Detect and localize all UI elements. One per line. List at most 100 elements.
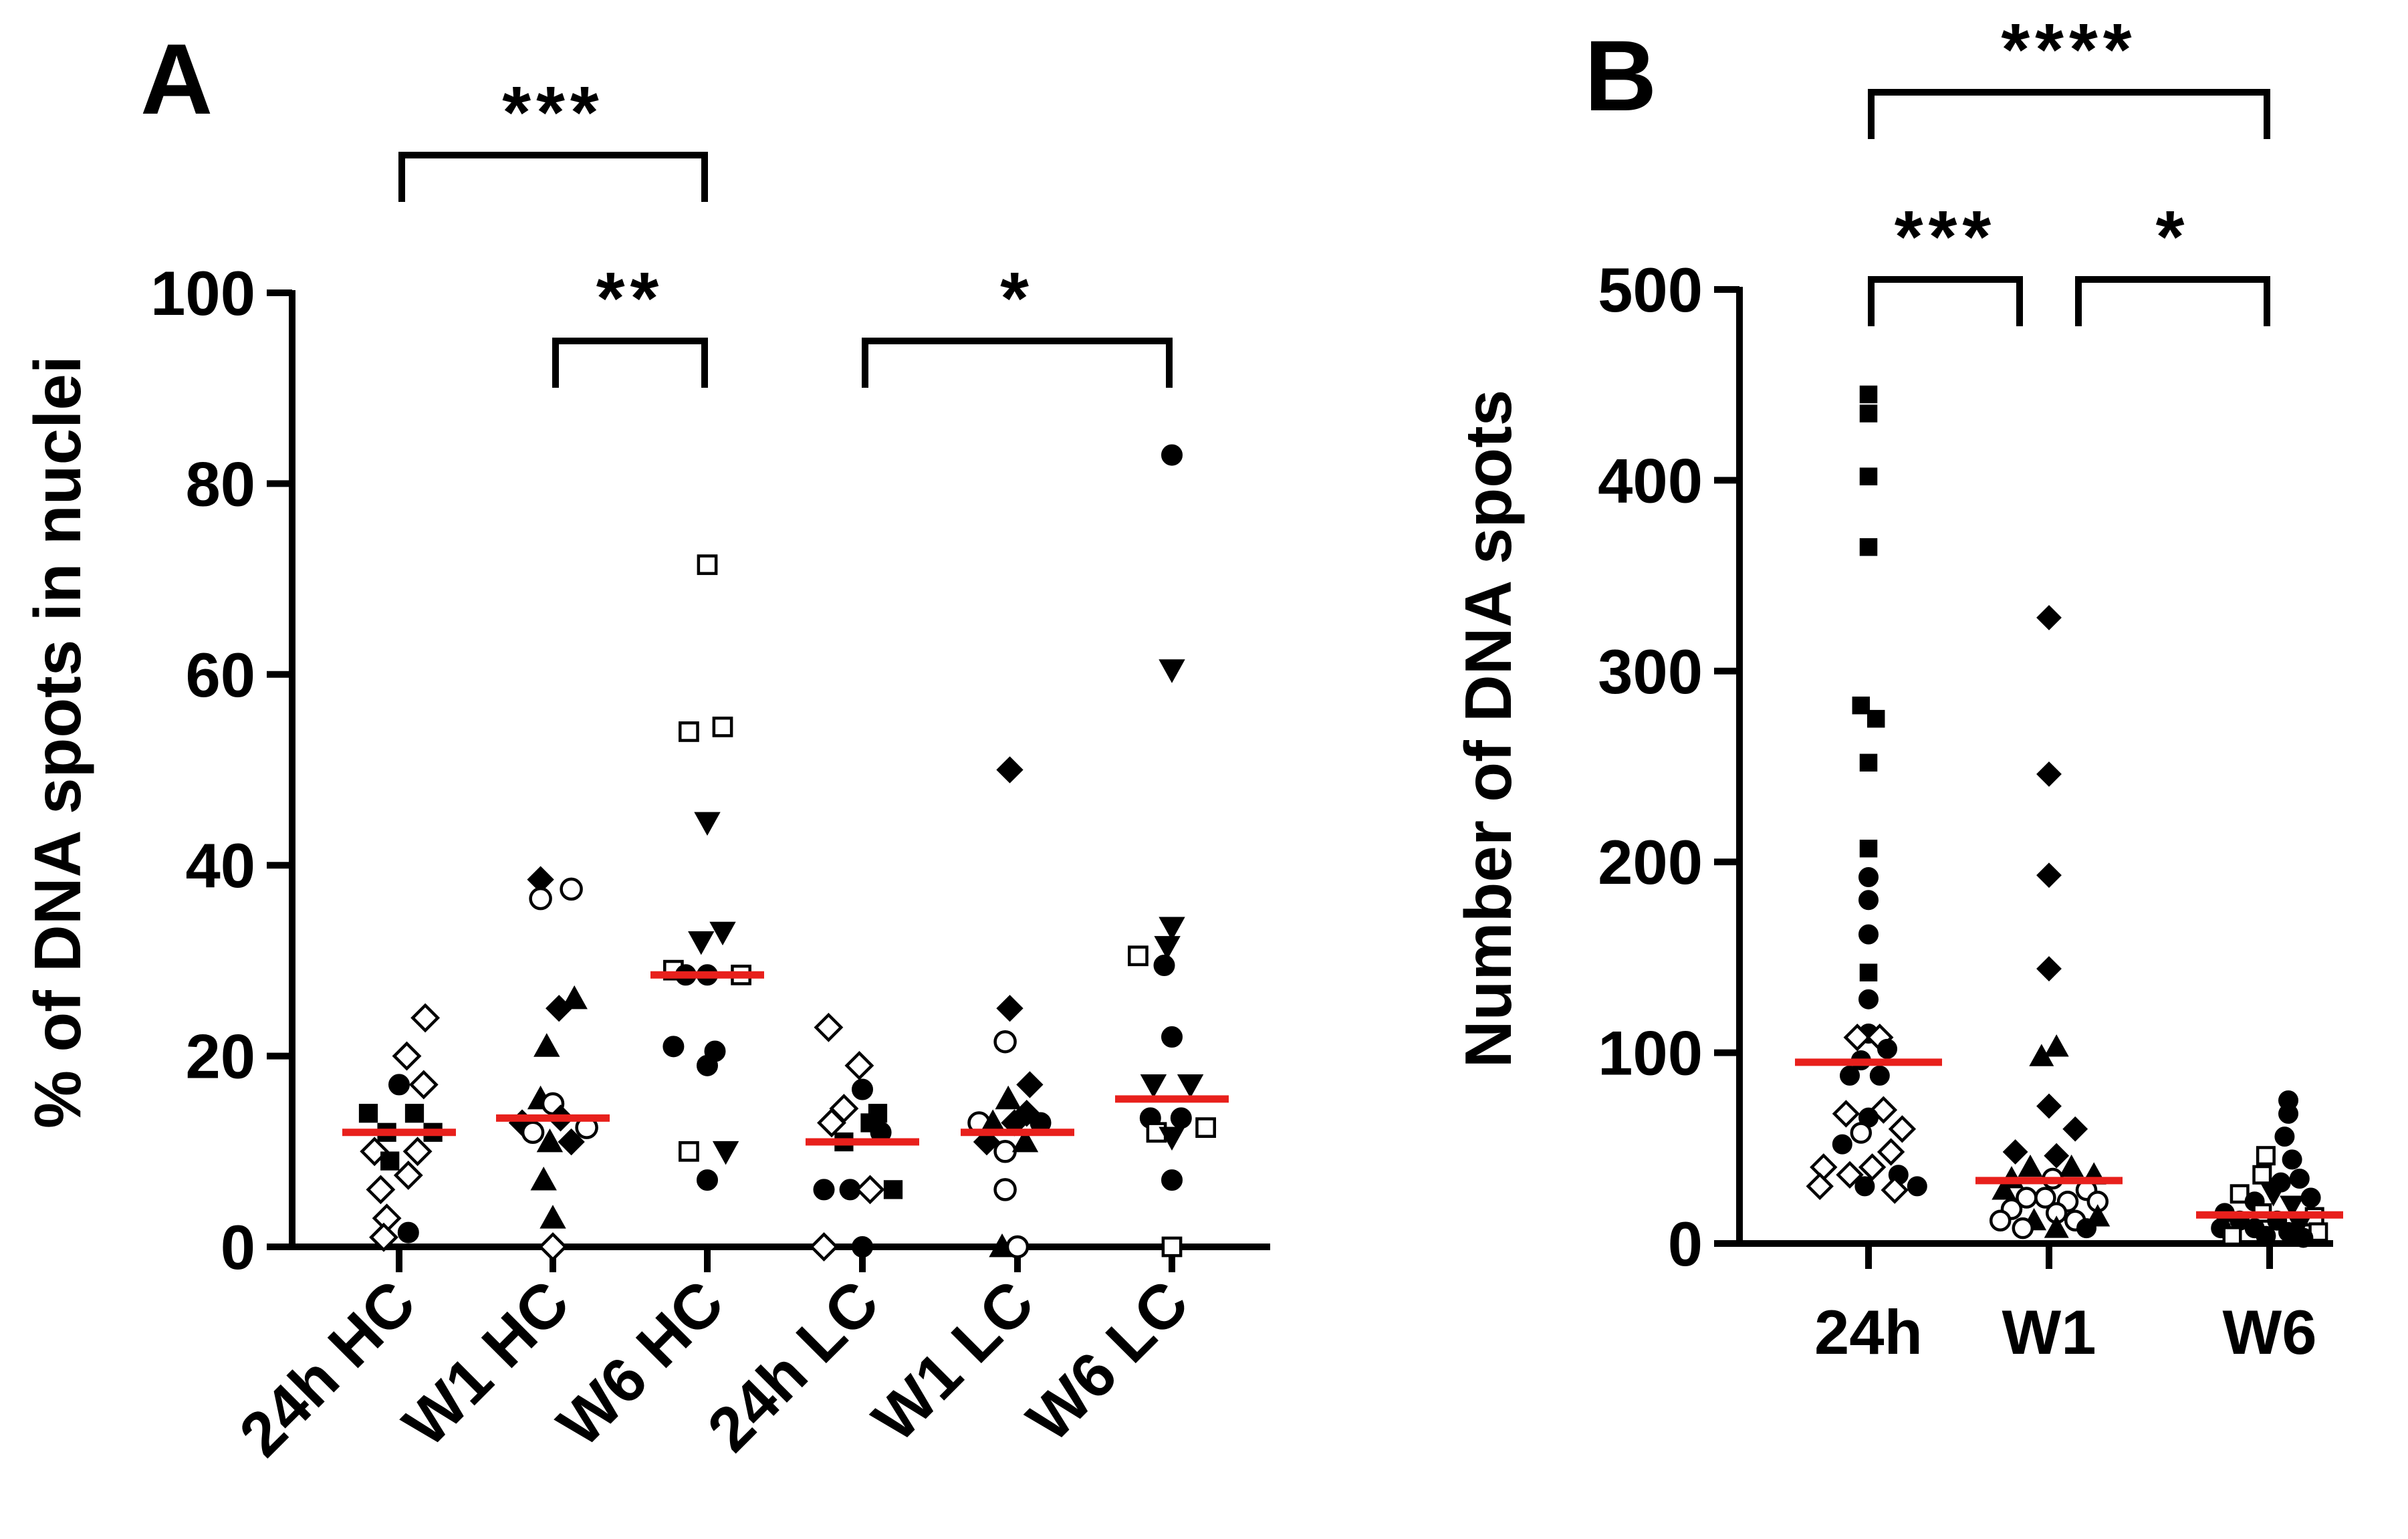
data-point [709,921,736,946]
data-point [380,1151,400,1171]
data-point [1989,1209,2012,1232]
data-point [679,1141,699,1162]
data-point [852,1236,873,1258]
x-tick-label: W6 LC [1013,1267,1201,1455]
data-point [1858,989,1879,1010]
data-point [2044,1143,2070,1169]
y-tick-label: 0 [1668,1209,1703,1279]
data-point [2036,1093,2062,1119]
data-point [1858,890,1879,911]
data-point [2029,1044,2054,1066]
y-tick-label: 100 [1598,1018,1703,1088]
data-point [1016,1071,1044,1098]
y-tick-label: 0 [221,1212,255,1282]
significance-label: ** [596,257,665,340]
data-point [2261,1184,2286,1207]
significance-bracket [1868,89,2270,139]
data-point [1832,1100,1860,1128]
y-tick-label: 40 [185,830,255,901]
data-point [2036,956,2062,981]
data-point [1859,467,1878,485]
data-point [1810,1153,1838,1181]
data-point [538,1232,568,1262]
data-point [1888,1115,1917,1143]
significance-bracket [398,152,708,202]
data-point [2059,1154,2084,1177]
y-tick-label: 400 [1598,445,1703,515]
data-point [2036,862,2062,889]
x-tick-label: W1 HC [390,1267,582,1459]
data-point [529,886,552,911]
x-tick-label: 24h LC [694,1267,892,1465]
data-point [530,1167,557,1191]
data-point [2002,1139,2028,1165]
data-point [1881,1176,1909,1204]
significance-label: **** [2001,9,2137,91]
data-point [1843,1024,1871,1052]
data-point [1877,1138,1905,1166]
data-point [2278,1103,2298,1124]
data-point [679,721,699,742]
data-point [408,1070,439,1100]
data-point [697,554,718,576]
data-point [1859,404,1878,423]
significance-label: * [2156,196,2190,278]
data-point [1858,1153,1887,1181]
data-point [1907,1176,1927,1197]
significance-label: *** [1895,196,1996,278]
y-tick-label: 500 [1598,255,1703,325]
data-point [1161,444,1183,466]
data-point [883,1180,903,1199]
panel-a-ylabel: % of DNA spots in nuclei [21,356,94,1129]
data-point [369,1222,398,1252]
data-point [366,1175,396,1205]
data-point [410,1003,441,1033]
data-point [1992,1177,2017,1200]
data-point [521,1120,545,1145]
data-point [694,812,721,836]
data-point [560,877,583,901]
data-point [813,1179,835,1201]
panel-b-ylabel: Number of DNA spots [1451,390,1525,1068]
data-point [2034,1187,2056,1209]
x-tick-label: 24h HC [226,1267,429,1469]
data-point [2282,1149,2302,1170]
data-point [2293,1227,2314,1248]
data-point [2018,1154,2043,1177]
data-point [402,1137,433,1167]
data-point [1159,1127,1185,1151]
data-point [546,995,573,1022]
data-point [2252,1165,2272,1185]
data-point [1159,659,1185,683]
data-point [1840,1065,1860,1086]
significance-bracket [552,338,708,388]
y-tick-label: 80 [185,449,255,519]
data-point [993,1178,1017,1201]
y-tick-label: 100 [150,258,255,328]
data-point [1859,839,1878,858]
data-point [1128,945,1149,967]
data-point [996,756,1024,784]
data-point [1832,1134,1852,1155]
x-tick-label: W6 [2223,1297,2317,1367]
data-point [1869,1065,1890,1086]
data-point [1195,1117,1216,1138]
x-tick-label: W1 [2002,1297,2096,1367]
data-point [1877,1038,1897,1059]
y-tick-label: 200 [1598,827,1703,897]
data-point [697,1054,718,1076]
data-point [809,1232,839,1262]
y-tick-label: 20 [185,1022,255,1092]
data-point [1867,709,1885,728]
data-point [2036,761,2062,787]
data-point [712,1141,739,1165]
data-point [1850,1122,1873,1144]
significance-label: * [1000,257,1034,340]
data-point [993,1140,1017,1163]
data-point [1859,963,1878,981]
panel-a: A % of DNA spots in nuclei 0 20 40 60 80 100 2… [21,23,1270,1469]
significance-label: *** [502,72,604,154]
data-point [855,1175,885,1205]
panel-b: B Number of DNA spots 0 100 200 300 400 500 24… [1451,9,2343,1367]
